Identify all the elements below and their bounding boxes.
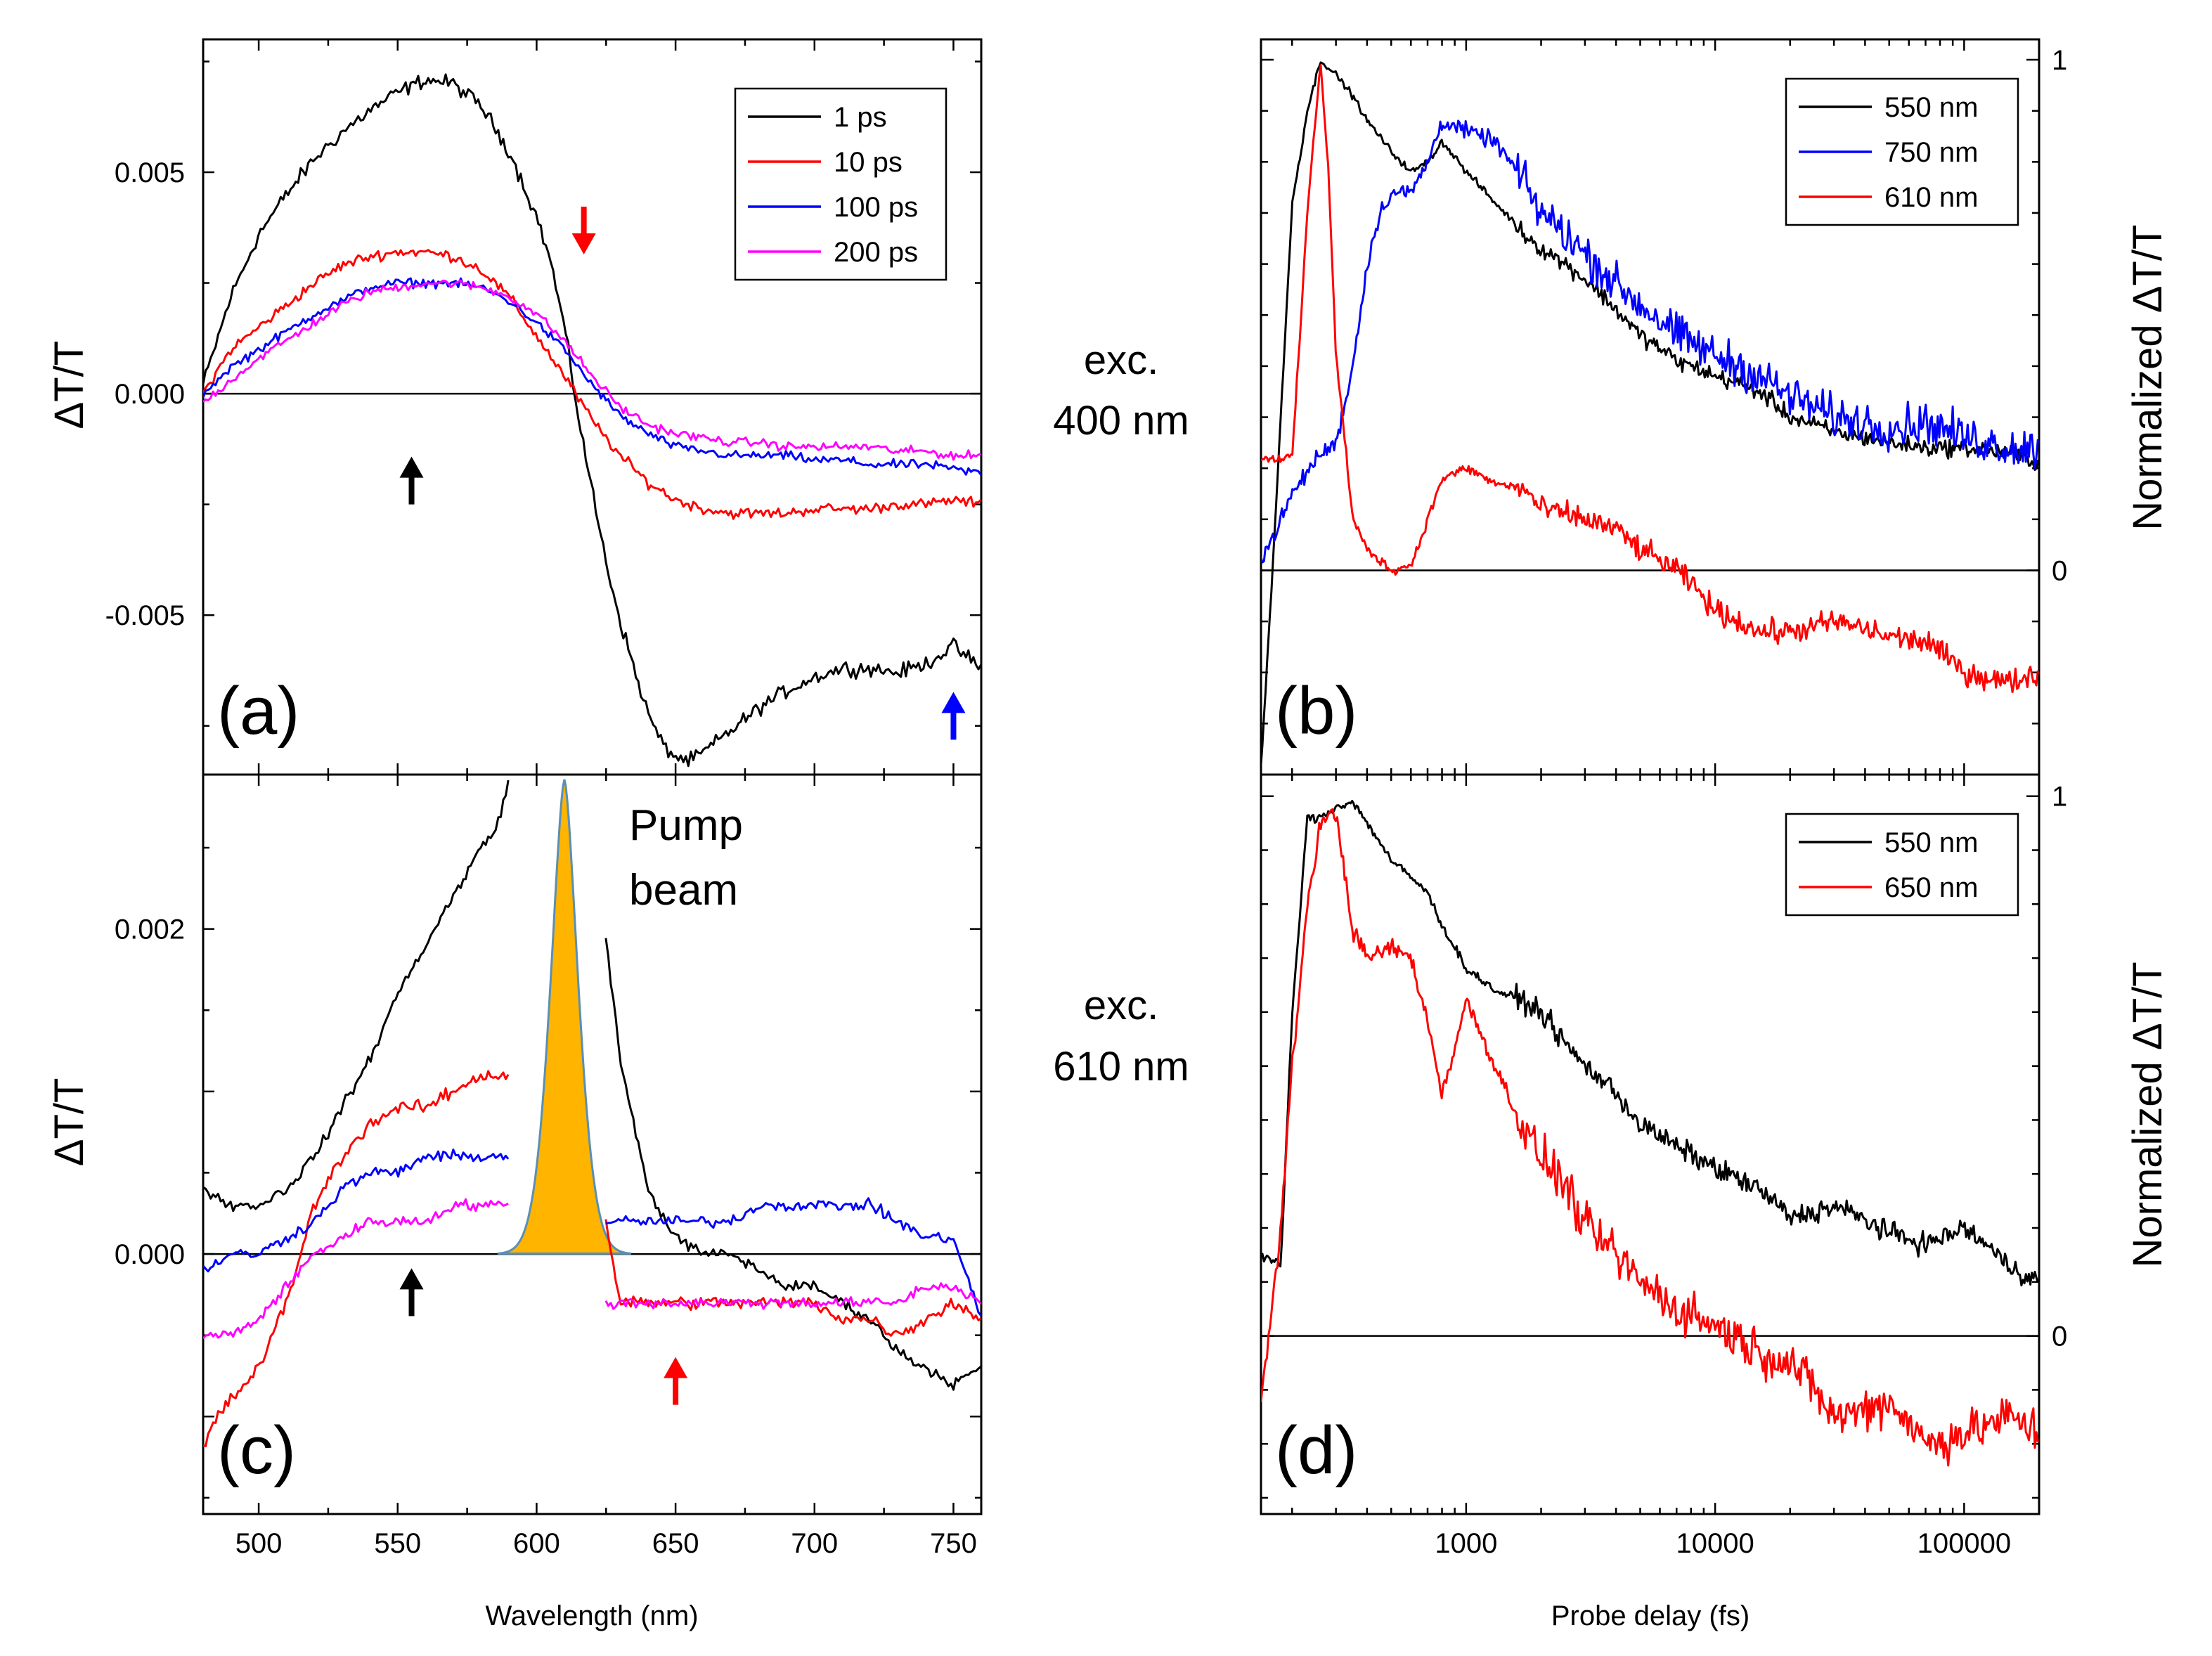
- y-tick-label: 0.005: [115, 157, 185, 188]
- right-y-axis-label: Normalized ΔT/T: [2125, 962, 2171, 1267]
- x-tick-label: 100000: [1917, 1528, 2011, 1559]
- legend-label: 100 ps: [834, 192, 918, 223]
- x-tick-label: 550: [374, 1528, 421, 1559]
- excitation-label-bottom-line1: exc.: [1084, 983, 1158, 1028]
- y-tick-label: 0.000: [115, 379, 185, 410]
- x-tick-label: 500: [235, 1528, 283, 1559]
- series-100-ps: [203, 277, 981, 476]
- y-axis-label: ΔT/T: [46, 1078, 92, 1167]
- excitation-label-top-line2: 400 nm: [1053, 398, 1189, 444]
- pump-beam-spectrum: [497, 779, 632, 1255]
- x-tick-label: 10000: [1676, 1528, 1754, 1559]
- panel-b: 0 1 Normalized ΔT/T 550 nm 750 nm 610 nm (b): [1260, 38, 2171, 776]
- panel-d: 1000 10000 100000 0 1 Normalized ΔT/T 550 nm 65…: [1260, 773, 2171, 1559]
- right-y-tick-label: 1: [2052, 45, 2067, 76]
- x-axis-label-wavelength: Wavelength (nm): [485, 1600, 698, 1631]
- y-tick-label: 0.002: [115, 914, 185, 945]
- series-200-ps: [203, 279, 981, 461]
- y-axis-label: ΔT/T: [46, 341, 92, 429]
- legend-label: 650 nm: [1884, 872, 1978, 903]
- x-tick-label: 650: [652, 1528, 699, 1559]
- right-y-axis-label: Normalized ΔT/T: [2125, 225, 2171, 531]
- legend-label: 750 nm: [1884, 137, 1978, 168]
- y-tick-label: -0.005: [105, 600, 185, 631]
- arrow-up: [664, 1357, 688, 1405]
- x-tick-label: 700: [791, 1528, 838, 1559]
- x-axis-label-probe-delay: Probe delay (fs): [1551, 1600, 1749, 1631]
- panel-label: (b): [1275, 673, 1357, 749]
- legend-label: 10 ps: [834, 147, 903, 178]
- right-y-tick-label: 1: [2052, 782, 2067, 813]
- x-tick-label: 750: [930, 1528, 977, 1559]
- legend-box: [734, 87, 947, 281]
- panel-label: (c): [217, 1413, 296, 1488]
- legend-label: 1 ps: [834, 102, 887, 133]
- panel-label: (d): [1275, 1413, 1357, 1488]
- legend-label: 610 nm: [1884, 182, 1978, 213]
- y-tick-label: 0.000: [115, 1239, 185, 1270]
- series-100-ps: [203, 1149, 981, 1317]
- legend-label: 200 ps: [834, 237, 918, 268]
- series-1-ps: [203, 73, 981, 768]
- x-tick-label: 600: [513, 1528, 560, 1559]
- legend-label: 550 nm: [1884, 827, 1978, 858]
- legend-box: [1785, 813, 2019, 917]
- arrow-up: [399, 1268, 424, 1317]
- right-y-tick-label: 0: [2052, 555, 2067, 586]
- right-y-tick-label: 0: [2052, 1321, 2067, 1352]
- series-750-nm: [1261, 119, 2039, 564]
- series-650-nm: [1261, 808, 2039, 1467]
- arrow-up: [399, 456, 424, 505]
- series-610-nm: [1261, 64, 2039, 694]
- x-tick-label: 1000: [1435, 1528, 1497, 1559]
- panel-label: (a): [217, 673, 299, 749]
- series-550-nm: [1261, 61, 2039, 765]
- series-200-ps: [203, 1198, 981, 1340]
- legend-label: 550 nm: [1884, 92, 1978, 123]
- series-10-ps: [203, 249, 981, 520]
- panel-a: 0.005 0.000 -0.005 ΔT/T 1 ps 10 ps 100 ps 200 p…: [46, 38, 983, 776]
- arrow-down: [571, 206, 596, 254]
- excitation-label-top-line1: exc.: [1084, 337, 1158, 383]
- series-10-ps: [203, 1070, 981, 1447]
- pump-beam-label-line1: Pump: [629, 801, 743, 850]
- excitation-label-bottom-line2: 610 nm: [1053, 1044, 1189, 1089]
- series-550-nm: [1261, 799, 2039, 1287]
- panel-c: 500 550 600 650 700 750 0.002 0.000 ΔT/T Pump beam…: [46, 773, 983, 1559]
- plot-frame: [202, 773, 983, 1515]
- plot-frame: [1260, 773, 2040, 1515]
- pump-beam-label-line2: beam: [629, 866, 738, 914]
- arrow-up: [941, 692, 966, 740]
- series-1-ps: [203, 780, 981, 1391]
